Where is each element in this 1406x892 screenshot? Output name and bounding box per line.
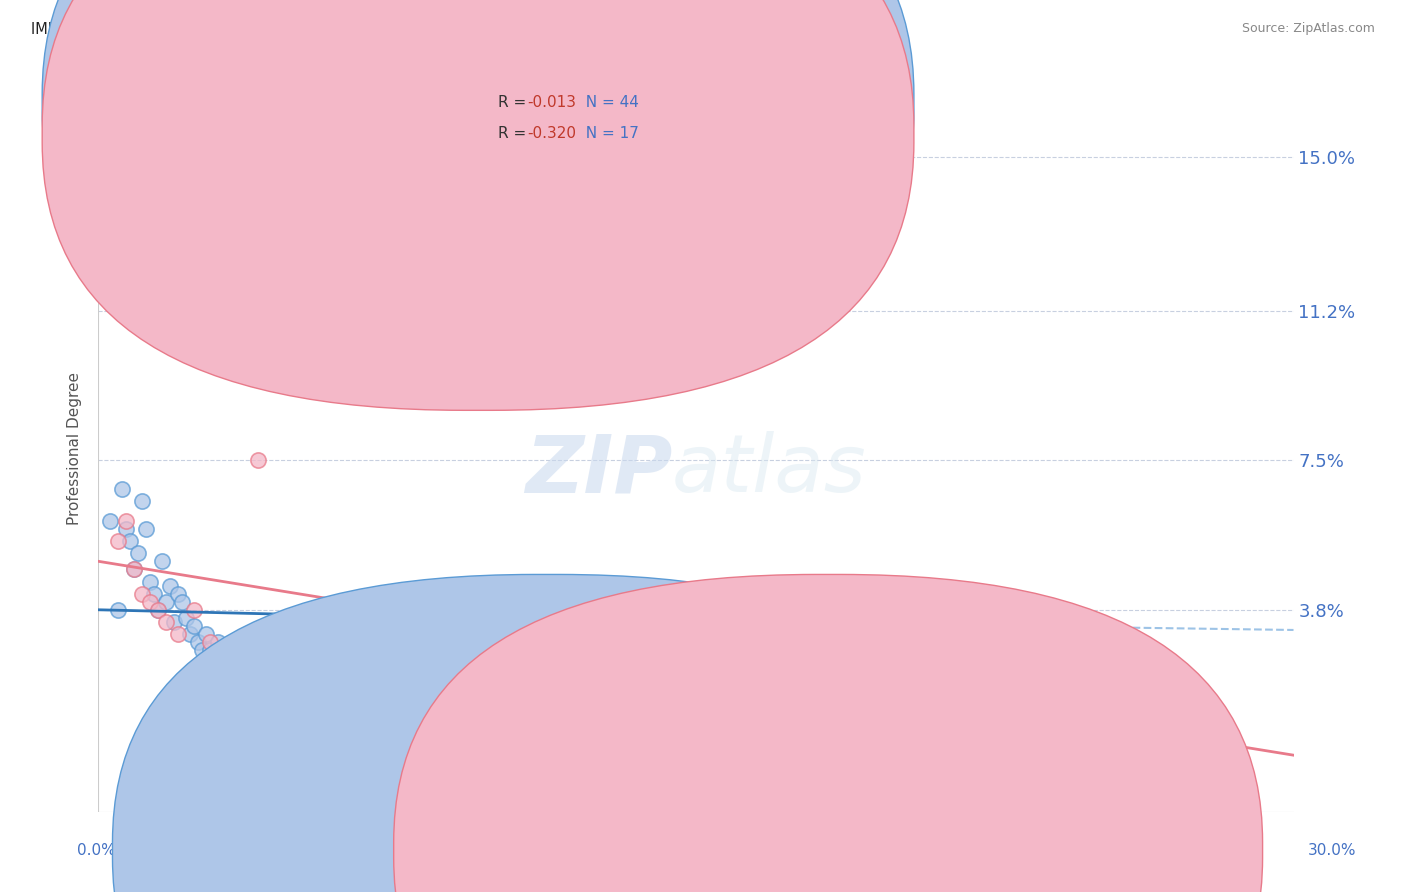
Point bbox=[346, 707, 368, 722]
Point bbox=[222, 667, 245, 681]
Point bbox=[98, 514, 122, 528]
Text: ZIP: ZIP bbox=[524, 431, 672, 509]
Point bbox=[135, 522, 157, 536]
Point bbox=[115, 514, 138, 528]
Text: N = 44: N = 44 bbox=[576, 95, 640, 110]
Point bbox=[254, 667, 277, 681]
Text: R =: R = bbox=[498, 95, 531, 110]
Text: Source: ZipAtlas.com: Source: ZipAtlas.com bbox=[1241, 22, 1375, 36]
Point bbox=[124, 562, 146, 576]
Point bbox=[143, 587, 166, 601]
Point bbox=[111, 482, 134, 496]
Point bbox=[127, 546, 149, 560]
Point bbox=[246, 691, 269, 706]
Point bbox=[287, 683, 309, 698]
Text: 30.0%: 30.0% bbox=[1309, 843, 1357, 858]
Point bbox=[163, 615, 186, 629]
Point bbox=[307, 696, 329, 710]
Point bbox=[326, 704, 349, 718]
Point bbox=[207, 635, 229, 649]
Point bbox=[174, 611, 197, 625]
Point bbox=[139, 595, 162, 609]
Point bbox=[406, 731, 429, 746]
Point bbox=[183, 603, 205, 617]
Point bbox=[155, 595, 177, 609]
Point bbox=[278, 627, 301, 641]
Point bbox=[167, 627, 190, 641]
Point bbox=[485, 740, 508, 755]
Point bbox=[179, 627, 201, 641]
Point bbox=[183, 619, 205, 633]
Point bbox=[172, 595, 194, 609]
Text: -0.013: -0.013 bbox=[527, 95, 576, 110]
Point bbox=[131, 587, 153, 601]
Point bbox=[148, 603, 170, 617]
Text: atlas: atlas bbox=[672, 431, 868, 509]
Point bbox=[307, 643, 329, 657]
Point bbox=[139, 574, 162, 589]
Point bbox=[239, 683, 262, 698]
Point bbox=[191, 643, 214, 657]
Point bbox=[219, 643, 242, 657]
Point bbox=[195, 627, 218, 641]
Point bbox=[115, 522, 138, 536]
Point bbox=[148, 603, 170, 617]
Point bbox=[187, 635, 209, 649]
Point bbox=[98, 211, 122, 225]
Text: Immigrants from Dominica: Immigrants from Dominica bbox=[565, 843, 751, 857]
Point bbox=[1083, 707, 1105, 722]
Point bbox=[366, 715, 388, 730]
Point bbox=[124, 562, 146, 576]
Point bbox=[198, 643, 221, 657]
Text: Immigrants from West Indies: Immigrants from West Indies bbox=[846, 843, 1047, 857]
Point bbox=[1043, 715, 1066, 730]
Text: N = 17: N = 17 bbox=[576, 127, 640, 141]
Text: -0.320: -0.320 bbox=[527, 127, 576, 141]
Text: 0.0%: 0.0% bbox=[77, 843, 117, 858]
Point bbox=[724, 723, 747, 738]
Text: R =: R = bbox=[498, 127, 531, 141]
Point bbox=[267, 675, 290, 690]
Point bbox=[198, 635, 221, 649]
Point bbox=[120, 534, 142, 549]
Point bbox=[231, 675, 253, 690]
Point bbox=[131, 493, 153, 508]
Point bbox=[150, 554, 173, 568]
Point bbox=[155, 615, 177, 629]
Point bbox=[246, 453, 269, 467]
Y-axis label: Professional Degree: Professional Degree bbox=[67, 372, 83, 524]
Point bbox=[159, 578, 181, 592]
Point bbox=[107, 534, 129, 549]
Point bbox=[107, 603, 129, 617]
Point bbox=[605, 691, 627, 706]
Point bbox=[167, 587, 190, 601]
Point bbox=[385, 723, 409, 738]
Point bbox=[215, 655, 238, 669]
Text: IMMIGRANTS FROM DOMINICA VS IMMIGRANTS FROM WEST INDIES PROFESSIONAL DEGREE CORR: IMMIGRANTS FROM DOMINICA VS IMMIGRANTS F… bbox=[31, 22, 865, 37]
Point bbox=[446, 736, 468, 750]
